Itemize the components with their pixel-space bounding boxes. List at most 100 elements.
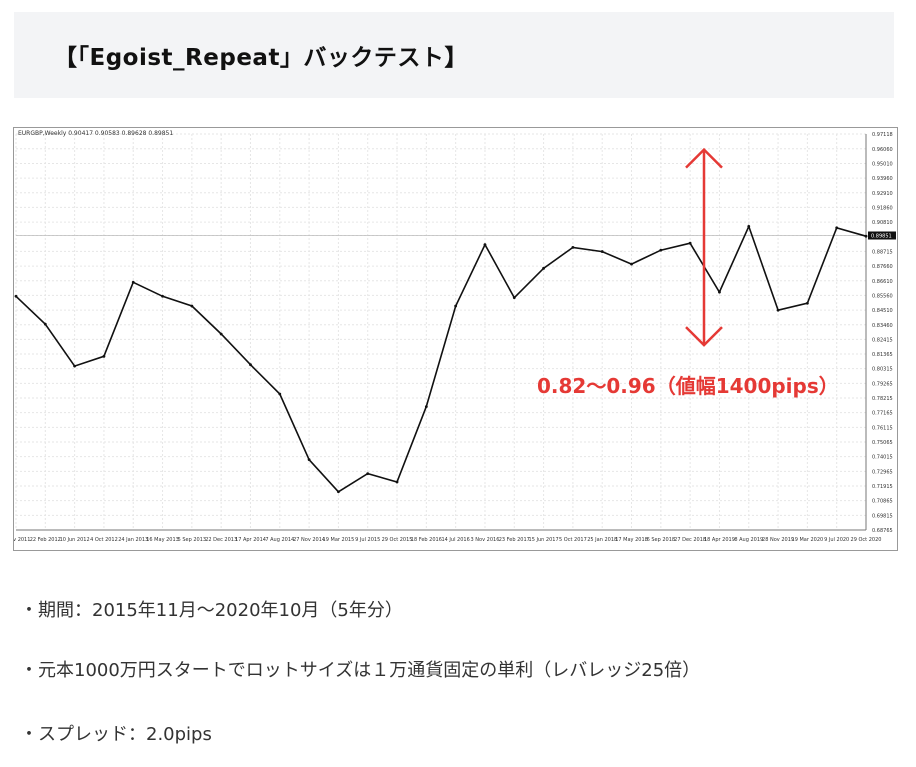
y-tick-label: 0.95010 [872,161,893,167]
y-tick-label: 0.80315 [872,367,893,373]
x-tick-label: 17 May 2018 [615,537,648,543]
x-tick-label: 29 Oct 2020 [851,537,882,543]
y-tick-label: 0.83460 [872,323,893,329]
x-tick-label: 22 Dec 2013 [205,537,237,543]
price-point [688,241,692,245]
price-point [454,304,458,308]
x-tick-label: 5 Sep 2013 [178,537,207,543]
price-point [73,364,77,368]
x-tick-label: 9 Jul 2020 [824,537,849,543]
price-point [131,280,135,284]
x-tick-label: 23 Feb 2017 [499,537,530,543]
y-tick-label: 0.82415 [872,337,893,343]
current-price-label: 0.89851 [871,233,892,239]
price-point [307,458,311,462]
x-tick-label: 6 Sep 2018 [647,537,676,543]
price-point [776,308,780,312]
chart-svg: 0.97118 0.96060 0.95010 0.93960 0.92910 0.918… [14,132,896,543]
y-tick-label: 0.85560 [872,293,893,299]
price-point [278,392,282,396]
x-tick-label: 27 Dec 2018 [674,537,706,543]
price-point [424,405,428,409]
price-point [630,262,633,266]
y-tick-label: 0.84510 [872,308,893,314]
price-point [14,294,18,298]
x-tick-label: 8 Aug 2019 [734,537,763,543]
price-point [542,266,545,270]
x-tick-label: 24 Jan 2013 [118,537,148,543]
price-chart: 0.97118 0.96060 0.95010 0.93960 0.92910 0.918… [13,127,898,551]
range-arrow-head-down [685,326,723,347]
y-tick-label: 0.72965 [872,469,893,475]
price-point [43,322,47,326]
price-point [600,250,604,253]
x-tick-label: 15 Jun 2017 [529,537,559,543]
x-tick-label: 3 Nov 2016 [471,537,500,543]
price-point [190,304,194,308]
x-tick-label: 7 Aug 2014 [265,537,294,543]
y-tick-label: 0.87660 [872,264,893,270]
price-point [219,332,223,336]
y-tick-label: 0.90810 [872,220,893,226]
title-banner: 【「Egoist_Repeat」バックテスト】 [14,12,894,98]
current-price-box [868,231,896,240]
range-annotation: 0.82〜0.96（値幅1400pips） [537,374,839,398]
x-tick-label: 3 Nov 2011 [14,537,30,543]
x-tick-label: 19 Mar 2015 [323,537,355,543]
y-tick-label: 0.76115 [872,425,893,431]
y-tick-label: 0.86610 [872,279,893,285]
y-tick-label: 0.88715 [872,249,893,255]
y-tick-label: 0.70865 [872,499,893,505]
price-point [864,234,868,238]
x-tick-label: 18 Feb 2016 [411,537,442,543]
price-point [395,480,399,484]
x-tick-label: 25 Jan 2018 [587,537,617,543]
x-tick-label: 10 Jun 2012 [60,537,90,543]
range-arrow-head-up [685,147,723,169]
price-point [161,294,164,298]
x-tick-label: 5 Oct 2017 [559,537,587,543]
price-point [835,226,839,230]
x-tick-label: 14 Jul 2016 [441,537,469,543]
x-tick-label: 19 Mar 2020 [792,537,824,543]
bullet-spread: ・スプレッド：2.0pips [20,724,212,745]
x-tick-label: 22 Feb 2012 [30,537,61,543]
x-tick-label: 18 Apr 2019 [704,537,735,543]
x-tick-label: 28 Nov 2019 [762,537,794,543]
y-tick-label: 0.97118 [872,132,893,138]
price-point [805,301,809,305]
x-tick-label: 27 Nov 2014 [293,537,325,543]
price-point [512,296,516,300]
y-tick-label: 0.68765 [872,528,893,534]
x-tick-label: 4 Oct 2012 [90,537,118,543]
y-tick-label: 0.91860 [872,205,893,211]
y-tick-label: 0.81365 [872,352,893,358]
y-tick-label: 0.71915 [872,484,893,490]
y-tick-label: 0.93960 [872,176,893,182]
x-tick-label: 16 May 2013 [146,537,179,543]
price-point [571,245,575,249]
y-tick-label: 0.69815 [872,513,893,519]
x-tick-label: 29 Oct 2015 [382,537,413,543]
price-point [366,472,370,476]
price-series-line [15,224,867,493]
page-title: 【「Egoist_Repeat」バックテスト】 [54,45,468,71]
price-point [337,490,340,494]
y-tick-label: 0.96060 [872,147,893,153]
bullet-period: ・期間：2015年11月〜2020年10月（5年分） [20,600,403,621]
price-point [718,290,721,294]
y-tick-label: 0.92910 [872,191,893,197]
price-point [747,225,751,228]
y-tick-label: 0.74015 [872,455,893,461]
chart-header: EURGBP,Weekly 0.90417 0.90583 0.89628 0.… [18,130,174,137]
y-tick-label: 0.79265 [872,381,893,387]
x-tick-label: 9 Jul 2015 [355,537,380,543]
bullet-capital: ・元本1000万円スタートでロットサイズは１万通貨固定の単利（レバレッジ25倍） [20,660,701,681]
y-tick-label: 0.77165 [872,411,893,417]
price-point [102,354,106,358]
y-tick-label: 0.75065 [872,440,893,446]
y-tick-label: 0.78215 [872,396,893,402]
x-tick-label: 17 Apr 2014 [235,537,266,543]
price-point [249,363,252,367]
price-point [483,243,487,246]
